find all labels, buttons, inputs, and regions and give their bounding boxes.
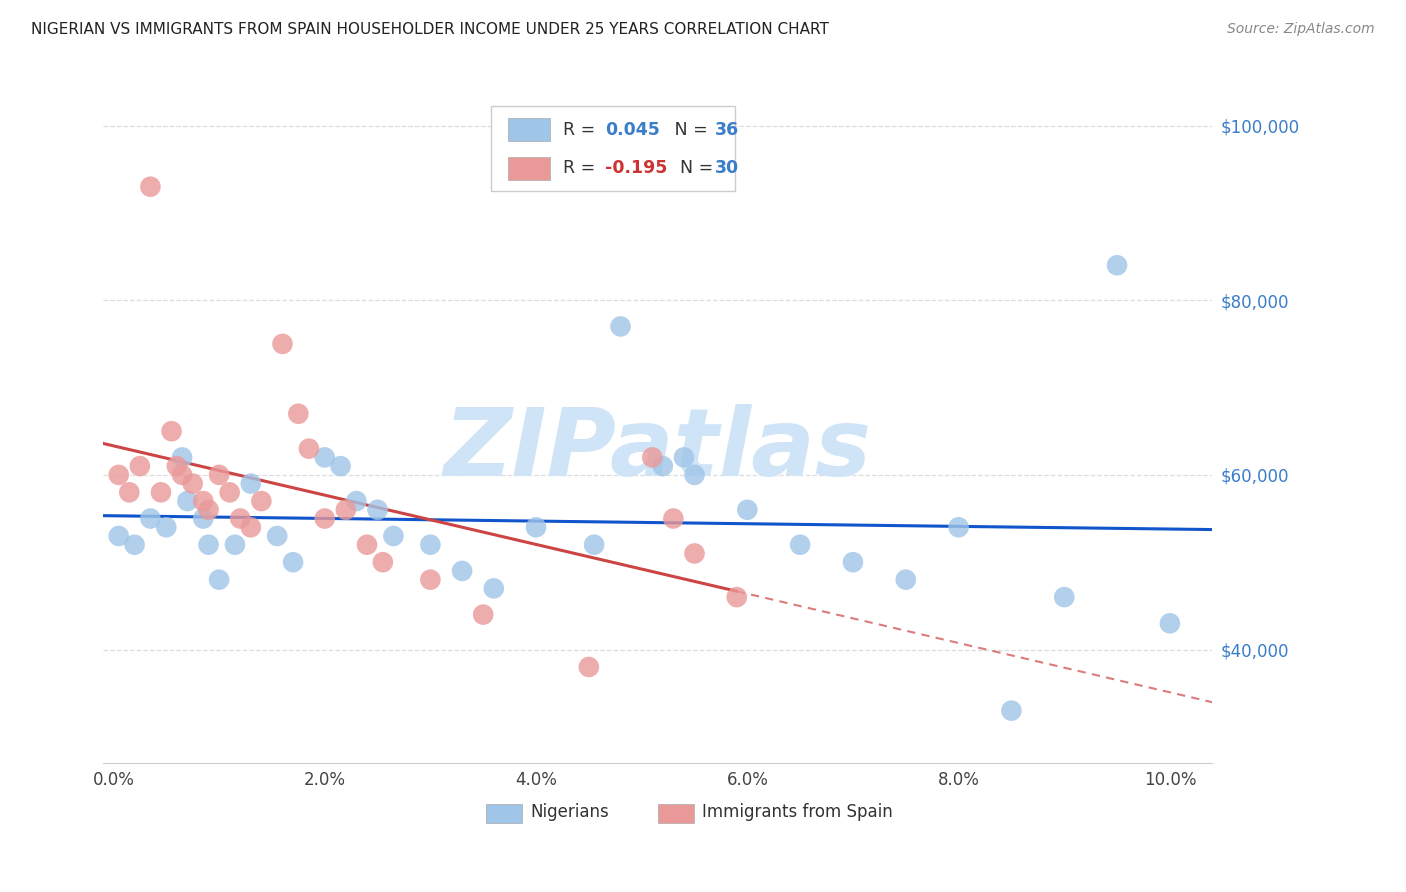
Point bbox=[176, 494, 198, 508]
Point bbox=[578, 660, 600, 674]
Point bbox=[181, 476, 204, 491]
Point bbox=[683, 467, 706, 482]
Point bbox=[737, 503, 759, 517]
Point bbox=[683, 546, 706, 560]
Point bbox=[672, 450, 695, 465]
Text: NIGERIAN VS IMMIGRANTS FROM SPAIN HOUSEHOLDER INCOME UNDER 25 YEARS CORRELATION : NIGERIAN VS IMMIGRANTS FROM SPAIN HOUSEH… bbox=[31, 22, 828, 37]
Point bbox=[229, 511, 252, 525]
Point bbox=[1159, 616, 1181, 631]
Point bbox=[271, 337, 294, 351]
Point bbox=[172, 450, 194, 465]
Point bbox=[641, 450, 664, 465]
Point bbox=[239, 476, 262, 491]
Point bbox=[725, 590, 748, 604]
Point bbox=[419, 573, 441, 587]
Point bbox=[208, 573, 231, 587]
Point bbox=[346, 494, 368, 508]
Text: R =: R = bbox=[564, 160, 600, 178]
Point bbox=[150, 485, 173, 500]
Point bbox=[583, 538, 606, 552]
Point bbox=[193, 511, 215, 525]
Point bbox=[524, 520, 547, 534]
Point bbox=[789, 538, 811, 552]
Point bbox=[651, 459, 673, 474]
Point bbox=[166, 459, 188, 474]
Text: Nigerians: Nigerians bbox=[530, 803, 609, 821]
Point bbox=[139, 179, 162, 194]
Point bbox=[1107, 258, 1129, 272]
Point bbox=[371, 555, 394, 569]
Point bbox=[239, 520, 262, 534]
Text: Source: ZipAtlas.com: Source: ZipAtlas.com bbox=[1227, 22, 1375, 37]
Point bbox=[356, 538, 378, 552]
Point bbox=[948, 520, 970, 534]
Point bbox=[218, 485, 240, 500]
Point bbox=[139, 511, 162, 525]
FancyBboxPatch shape bbox=[491, 106, 735, 191]
Point bbox=[107, 529, 129, 543]
Point bbox=[224, 538, 246, 552]
Point bbox=[329, 459, 352, 474]
Text: Immigrants from Spain: Immigrants from Spain bbox=[702, 803, 893, 821]
Point bbox=[1000, 704, 1022, 718]
Point bbox=[124, 538, 146, 552]
Point bbox=[208, 467, 231, 482]
Point bbox=[281, 555, 304, 569]
FancyBboxPatch shape bbox=[485, 804, 522, 823]
Point bbox=[472, 607, 495, 622]
Point bbox=[155, 520, 177, 534]
Point bbox=[314, 511, 336, 525]
Point bbox=[193, 494, 215, 508]
Point bbox=[197, 503, 219, 517]
Text: N =: N = bbox=[658, 120, 713, 138]
FancyBboxPatch shape bbox=[508, 157, 550, 179]
Text: -0.195: -0.195 bbox=[606, 160, 668, 178]
FancyBboxPatch shape bbox=[658, 804, 695, 823]
Point bbox=[662, 511, 685, 525]
Point bbox=[382, 529, 405, 543]
Point bbox=[842, 555, 865, 569]
Point bbox=[118, 485, 141, 500]
Point bbox=[266, 529, 288, 543]
Point bbox=[482, 582, 505, 596]
Text: N =: N = bbox=[669, 160, 718, 178]
Text: R =: R = bbox=[564, 120, 600, 138]
Point bbox=[335, 503, 357, 517]
Text: 30: 30 bbox=[716, 160, 740, 178]
Point bbox=[287, 407, 309, 421]
Point bbox=[1053, 590, 1076, 604]
Point bbox=[172, 467, 194, 482]
Point bbox=[160, 424, 183, 438]
Text: 0.045: 0.045 bbox=[606, 120, 661, 138]
Point bbox=[451, 564, 474, 578]
Point bbox=[107, 467, 129, 482]
Point bbox=[250, 494, 273, 508]
Point bbox=[314, 450, 336, 465]
Point bbox=[894, 573, 917, 587]
Text: ZIPatlas: ZIPatlas bbox=[443, 404, 872, 496]
Point bbox=[298, 442, 321, 456]
Point bbox=[419, 538, 441, 552]
Point bbox=[367, 503, 389, 517]
Text: 36: 36 bbox=[716, 120, 740, 138]
Point bbox=[197, 538, 219, 552]
Point bbox=[128, 459, 150, 474]
Point bbox=[609, 319, 631, 334]
FancyBboxPatch shape bbox=[508, 119, 550, 141]
